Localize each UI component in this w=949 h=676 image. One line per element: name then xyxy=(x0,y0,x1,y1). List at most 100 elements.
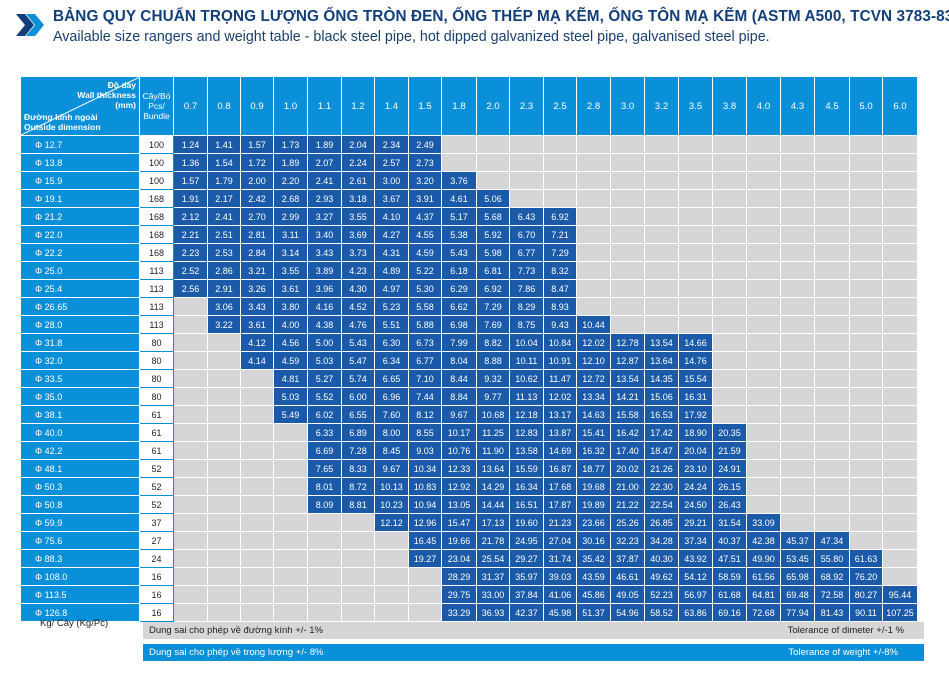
weight-cell: 4.16 xyxy=(307,297,342,316)
weight-cell: 95.44 xyxy=(882,585,918,604)
bundle-count-cell: 16 xyxy=(139,585,174,604)
empty-cell xyxy=(746,171,781,190)
empty-cell xyxy=(814,207,850,226)
weight-cell: 61.68 xyxy=(712,585,747,604)
weight-cell: 14.29 xyxy=(476,477,510,496)
bundle-count-cell: 61 xyxy=(139,423,174,442)
weight-cell: 8.12 xyxy=(408,405,442,424)
weight-cell: 23.04 xyxy=(441,549,477,568)
empty-cell xyxy=(576,135,611,154)
weight-cell: 2.41 xyxy=(207,207,241,226)
weight-cell: 65.98 xyxy=(780,567,815,586)
empty-cell xyxy=(814,297,850,316)
diameter-cell: Φ 21.2 xyxy=(20,207,140,226)
weight-cell: 3.76 xyxy=(441,171,477,190)
weight-cell: 2.99 xyxy=(273,207,308,226)
weight-cell: 39.03 xyxy=(543,567,577,586)
weight-cell: 17.68 xyxy=(543,477,577,496)
table-row: Φ 42.2 61 6.69 7.28 8.45 9.03 10.76 11.90 13.58 1… xyxy=(20,441,918,460)
table-row: Φ 12.7 100 1.24 1.41 1.57 1.73 1.89 2.04 2.34 2.4… xyxy=(20,135,918,154)
weight-cell: 69.48 xyxy=(780,585,815,604)
weight-cell: 76.20 xyxy=(849,567,883,586)
empty-cell xyxy=(849,441,883,460)
empty-cell xyxy=(849,405,883,424)
empty-cell xyxy=(882,189,918,208)
empty-cell xyxy=(644,171,679,190)
weight-cell: 47.34 xyxy=(814,531,850,550)
empty-cell xyxy=(173,585,208,604)
weight-tolerance-en: Tolerance of weight +/-8% xyxy=(788,647,898,658)
weight-cell: 5.47 xyxy=(341,351,375,370)
weight-cell: 21.23 xyxy=(543,513,577,532)
weight-cell: 42.38 xyxy=(746,531,781,550)
empty-cell xyxy=(814,351,850,370)
weight-cell: 45.98 xyxy=(543,603,577,622)
weight-cell: 10.83 xyxy=(408,477,442,496)
empty-cell xyxy=(207,477,241,496)
empty-cell xyxy=(849,369,883,388)
weight-cell: 12.87 xyxy=(610,351,645,370)
weight-cell: 4.59 xyxy=(408,243,442,262)
weight-cell: 24.50 xyxy=(678,495,713,514)
diameter-cell: Φ 35.0 xyxy=(20,387,140,406)
weight-cell: 3.89 xyxy=(307,261,342,280)
weight-cell: 12.10 xyxy=(576,351,611,370)
weight-cell: 8.44 xyxy=(441,369,477,388)
empty-cell xyxy=(814,369,850,388)
diameter-cell: Φ 32.0 xyxy=(20,351,140,370)
empty-cell xyxy=(610,261,645,280)
weight-cell: 43.92 xyxy=(678,549,713,568)
weight-cell: 8.32 xyxy=(543,261,577,280)
weight-cell: 7.60 xyxy=(374,405,409,424)
diameter-cell: Φ 26.65 xyxy=(20,297,140,316)
empty-cell xyxy=(814,153,850,172)
empty-cell xyxy=(882,423,918,442)
empty-cell xyxy=(408,567,442,586)
weight-cell: 24.95 xyxy=(509,531,544,550)
weight-cell: 2.49 xyxy=(408,135,442,154)
empty-cell xyxy=(678,297,713,316)
weight-cell: 47.51 xyxy=(712,549,747,568)
weight-cell: 21.26 xyxy=(644,459,679,478)
weight-cell: 6.89 xyxy=(341,423,375,442)
thickness-header: 2.3 xyxy=(509,76,544,136)
empty-cell xyxy=(849,513,883,532)
empty-cell xyxy=(374,585,409,604)
table-row: Φ 33.5 80 4.81 5.27 5.74 6.65 7.10 8.44 9.32 10.6… xyxy=(20,369,918,388)
weight-cell: 81.43 xyxy=(814,603,850,622)
empty-cell xyxy=(780,189,815,208)
weight-cell: 33.00 xyxy=(476,585,510,604)
weight-cell: 77.94 xyxy=(780,603,815,622)
empty-cell xyxy=(273,441,308,460)
empty-cell xyxy=(882,333,918,352)
weight-cell: 3.55 xyxy=(341,207,375,226)
weight-cell: 12.96 xyxy=(408,513,442,532)
weight-cell: 8.45 xyxy=(374,441,409,460)
empty-cell xyxy=(240,369,274,388)
diameter-cell: Φ 22.2 xyxy=(20,243,140,262)
weight-cell: 4.12 xyxy=(240,333,274,352)
empty-cell xyxy=(780,333,815,352)
bundle-count-cell: 113 xyxy=(139,315,174,334)
weight-cell: 4.59 xyxy=(273,351,308,370)
empty-cell xyxy=(374,567,409,586)
thickness-header: 3.0 xyxy=(610,76,645,136)
empty-cell xyxy=(207,441,241,460)
thickness-header: 2.8 xyxy=(576,76,611,136)
weight-cell: 17.13 xyxy=(476,513,510,532)
empty-cell xyxy=(882,567,918,586)
weight-cell: 40.30 xyxy=(644,549,679,568)
weight-cell: 1.24 xyxy=(173,135,208,154)
weight-cell: 10.62 xyxy=(509,369,544,388)
empty-cell xyxy=(780,261,815,280)
empty-cell xyxy=(814,171,850,190)
weight-cell: 45.86 xyxy=(576,585,611,604)
empty-cell xyxy=(678,243,713,262)
bundle-count-cell: 113 xyxy=(139,261,174,280)
empty-cell xyxy=(644,315,679,334)
empty-cell xyxy=(543,153,577,172)
weight-cell: 2.04 xyxy=(341,135,375,154)
empty-cell xyxy=(476,153,510,172)
weight-cell: 14.21 xyxy=(610,387,645,406)
weight-cell: 45.37 xyxy=(780,531,815,550)
